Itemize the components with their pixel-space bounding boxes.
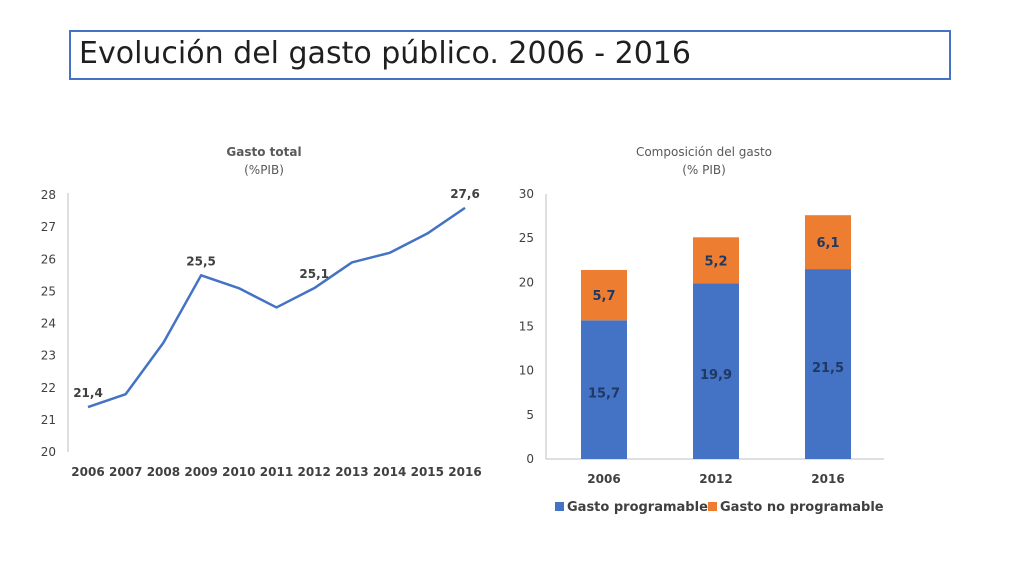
- bar-segment: [693, 283, 739, 459]
- bar-segment: [581, 320, 627, 459]
- bar-data-label: 21,5: [812, 361, 844, 376]
- line-chart-y-tick: 21: [41, 413, 56, 427]
- legend-swatch-programable: [555, 502, 564, 511]
- legend-swatch-no-programable: [708, 502, 717, 511]
- bar-data-label: 19,9: [700, 368, 732, 383]
- bar-segment: [805, 215, 851, 270]
- bar-chart-y-tick: 25: [519, 231, 534, 245]
- bar-chart-title: Composición del gasto: [636, 145, 772, 159]
- line-chart-x-tick: 2010: [222, 465, 255, 479]
- bar-data-label: 6,1: [816, 236, 839, 251]
- line-chart-x-tick: 2015: [411, 465, 444, 479]
- bar-data-label: 5,7: [592, 289, 615, 304]
- line-chart-x-tick: 2011: [260, 465, 293, 479]
- legend-label-no-programable: Gasto no programable: [720, 500, 884, 515]
- line-chart-x-tick: 2007: [109, 465, 142, 479]
- bar-data-label: 5,2: [704, 254, 727, 269]
- bar-chart-y-tick: 5: [526, 408, 534, 422]
- line-chart-y-tick: 27: [41, 220, 56, 234]
- bar-chart-x-tick: 2006: [587, 472, 620, 486]
- slide-title: Evolución del gasto público. 2006 - 2016: [79, 36, 691, 71]
- bar-chart-x-tick: 2012: [699, 472, 732, 486]
- bar-chart-y-tick: 10: [519, 364, 534, 378]
- line-chart-x-tick: 2013: [335, 465, 368, 479]
- line-chart-y-tick: 24: [41, 317, 56, 331]
- line-data-label: 25,5: [186, 254, 216, 268]
- bar-segment: [581, 269, 627, 321]
- bar-chart-y-tick: 15: [519, 320, 534, 334]
- line-chart-x-tick: 2014: [373, 465, 406, 479]
- line-chart-y-tick: 25: [41, 284, 56, 298]
- bar-segment: [693, 237, 739, 284]
- line-data-label: 27,6: [450, 187, 480, 201]
- line-chart-x-tick: 2009: [184, 465, 217, 479]
- bar-chart-y-tick: 0: [526, 452, 534, 466]
- bar-chart-x-tick: 2016: [811, 472, 844, 486]
- slide-title-box: Evolución del gasto público. 2006 - 2016: [69, 30, 951, 80]
- line-chart-y-tick: 28: [41, 188, 56, 202]
- legend-label-programable: Gasto programable: [567, 500, 708, 515]
- line-chart-x-tick: 2016: [448, 465, 481, 479]
- line-chart-x-tick: 2012: [297, 465, 330, 479]
- bar-segment: [805, 269, 851, 459]
- line-chart-x-tick: 2008: [147, 465, 180, 479]
- line-chart-y-tick: 20: [41, 445, 56, 459]
- line-data-label: 21,4: [73, 386, 103, 400]
- line-chart-subtitle: (%PIB): [244, 163, 284, 177]
- line-chart-title: Gasto total: [226, 145, 301, 159]
- line-chart-y-tick: 22: [41, 381, 56, 395]
- bar-chart-subtitle: (% PIB): [682, 163, 726, 177]
- line-chart-y-tick: 26: [41, 252, 56, 266]
- line-chart-x-tick: 2006: [71, 465, 104, 479]
- bar-data-label: 15,7: [588, 387, 620, 402]
- bar-chart-y-tick: 30: [519, 187, 534, 201]
- bar-chart-y-tick: 20: [519, 275, 534, 289]
- line-chart-y-tick: 23: [41, 349, 56, 363]
- line-data-label: 25,1: [299, 267, 329, 281]
